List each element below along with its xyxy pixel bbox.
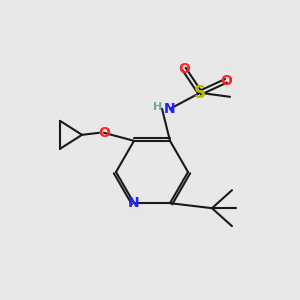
Text: O: O [220, 74, 232, 88]
Text: S: S [194, 84, 206, 102]
Text: N: N [128, 196, 140, 210]
Text: N: N [164, 102, 176, 116]
Text: H: H [153, 102, 163, 112]
Text: O: O [178, 62, 190, 76]
Text: O: O [98, 126, 110, 140]
